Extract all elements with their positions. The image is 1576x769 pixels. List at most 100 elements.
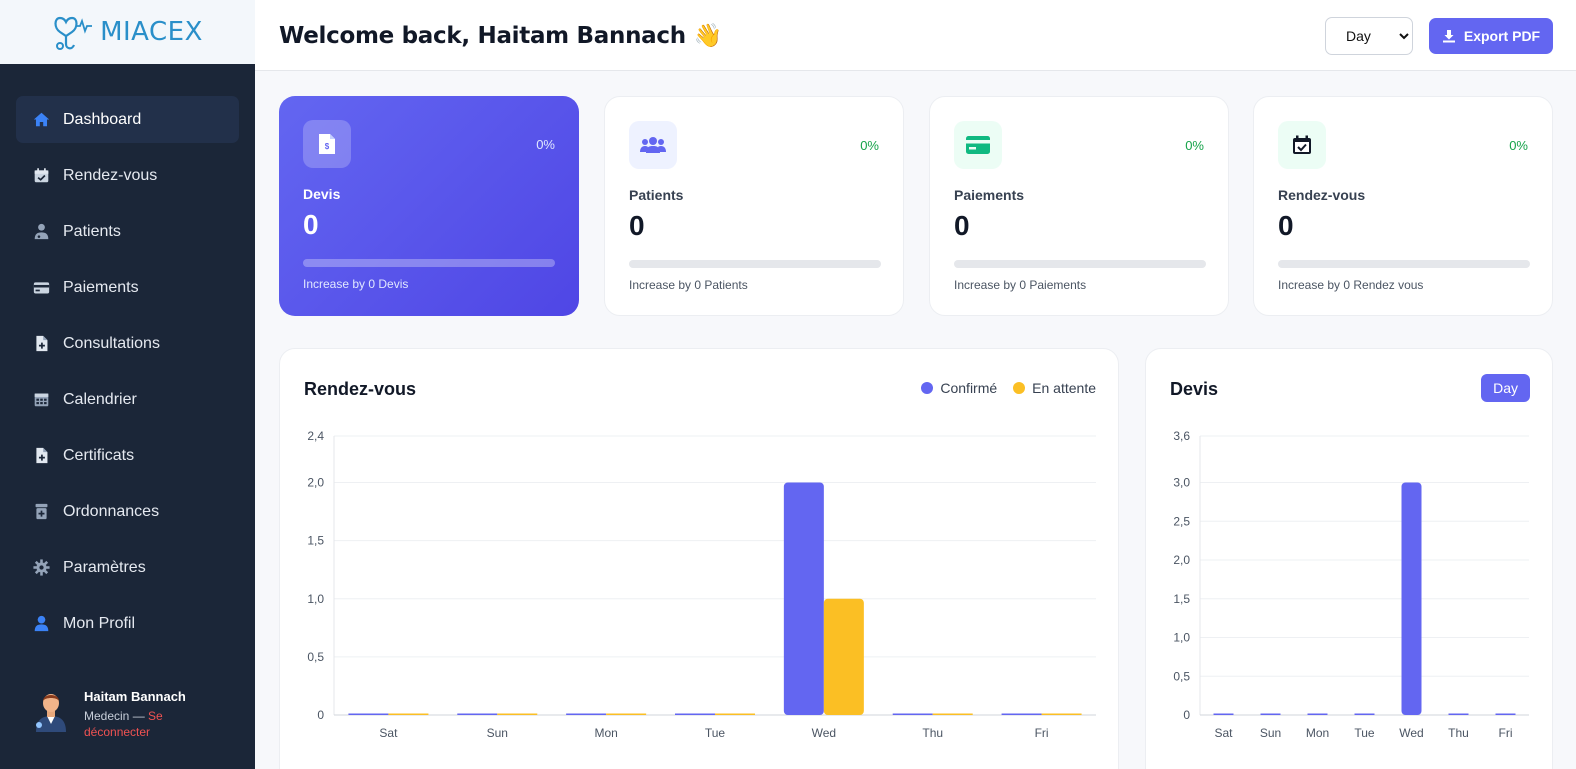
sidebar-item-paiements[interactable]: Paiements: [16, 264, 239, 311]
logout-link[interactable]: Se déconnecter: [84, 709, 163, 739]
legend-label: En attente: [1032, 380, 1096, 396]
stat-value: 0: [629, 210, 645, 241]
bar-sun: [497, 713, 538, 715]
stat-card-paiements: 0% Paiements 0 Increase by 0 Paiements: [929, 96, 1229, 316]
bar-thu: [892, 713, 933, 715]
x-tick-label: Sat: [1214, 726, 1233, 740]
legend-item-confirme[interactable]: Confirmé: [921, 380, 997, 396]
export-pdf-button[interactable]: Export PDF: [1429, 18, 1553, 54]
y-tick-label: 0: [317, 708, 324, 722]
bar-mon: [606, 713, 647, 715]
export-label: Export PDF: [1463, 28, 1541, 44]
rendez-vous-chart-panel: Rendez-vous Confirmé En attente 0 0,5 1,0 1…: [279, 348, 1119, 769]
devis-bar-chart: 0 0,5 1,0 1,5 2,0 2,5 3,0 3,6 Sat Sun Mon Tue Wed Thu…: [1173, 429, 1529, 740]
stat-card-rendez-vous: 0% Rendez-vous 0 Increase by 0 Rendez vo…: [1253, 96, 1553, 316]
sidebar-item-label: Calendrier: [63, 390, 137, 408]
devis-chart-panel: Devis Day 0 0,5 1,0 1,5 2,0 2,5 3,0 3,6 Sat Sun Mo…: [1145, 348, 1553, 769]
chart-title: Rendez-vous: [304, 379, 417, 399]
stat-progress: [954, 260, 1206, 268]
y-tick-label: 2,0: [1173, 553, 1190, 567]
stat-card-devis: $ 0% Devis 0 Increase by 0 Devis: [279, 96, 579, 316]
bar-fri: [1495, 713, 1516, 715]
sidebar-item-patients[interactable]: Patients: [16, 208, 239, 255]
sidebar-item-ordonnances[interactable]: Ordonnances: [16, 488, 239, 535]
x-tick-label: Sun: [487, 726, 508, 740]
bar-wed: [823, 598, 864, 715]
period-select[interactable]: Day: [1325, 17, 1413, 55]
sidebar-item-mon-profil[interactable]: Mon Profil: [16, 600, 239, 647]
bar-sat: [388, 713, 429, 715]
stat-value: 0: [303, 209, 319, 240]
bar-sun: [1260, 713, 1281, 715]
devis-period-button[interactable]: Day: [1481, 374, 1530, 402]
bar-sat: [348, 713, 389, 715]
user-name: Haitam Bannach: [84, 689, 186, 704]
stat-label: Paiements: [954, 187, 1025, 203]
bar-thu: [1448, 713, 1469, 715]
user-role-text: Medecin —: [84, 709, 149, 723]
users-icon: [629, 121, 677, 169]
sidebar-item-label: Paiements: [63, 278, 139, 296]
user-role: Medecin — Se déconnecter: [84, 708, 194, 740]
stat-label: Patients: [629, 187, 684, 203]
stethoscope-logo-icon: [54, 16, 93, 50]
bar-tue: [1354, 713, 1375, 715]
sidebar-item-label: Rendez-vous: [63, 166, 158, 184]
rendez-vous-bar-chart: 0 0,5 1,0 1,5 2,0 2,4 Sat Sun Mon Tue Wed Thu Fri: [307, 429, 1096, 740]
x-tick-label: Wed: [1399, 726, 1423, 740]
logo[interactable]: MIACEX: [0, 0, 255, 64]
sidebar-item-label: Dashboard: [63, 110, 142, 128]
sidebar-item-label: Mon Profil: [63, 614, 136, 632]
sidebar-item-rendez-vous[interactable]: Rendez-vous: [16, 152, 239, 199]
sidebar-item-parametres[interactable]: Paramètres: [16, 544, 239, 591]
stat-progress: [629, 260, 881, 268]
sidebar-item-consultations[interactable]: Consultations: [16, 320, 239, 367]
legend-dot: [921, 382, 934, 394]
bar-sun: [457, 713, 498, 715]
avatar: [36, 694, 66, 732]
sidebar-item-calendrier[interactable]: Calendrier: [16, 376, 239, 423]
calendar-grid-icon: [32, 391, 50, 409]
x-tick-label: Sun: [1260, 726, 1281, 740]
x-tick-label: Thu: [922, 726, 943, 740]
bar-fri: [1041, 713, 1082, 715]
y-tick-label: 0,5: [1173, 669, 1190, 683]
stat-footer: Increase by 0 Patients: [629, 278, 748, 292]
bar-thu: [932, 713, 973, 715]
stat-card-patients: 0% Patients 0 Increase by 0 Patients: [604, 96, 904, 316]
bar-wed: [783, 482, 824, 715]
y-tick-label: 0,5: [307, 650, 324, 664]
sidebar-item-certificats[interactable]: Certificats: [16, 432, 239, 479]
chart-legend: Confirmé En attente: [921, 380, 1096, 396]
credit-card-icon: [954, 121, 1002, 169]
x-tick-label: Tue: [705, 726, 726, 740]
file-plus-icon: [32, 447, 50, 465]
chart-title: Devis: [1170, 379, 1219, 399]
y-tick-label: 2,5: [1173, 514, 1190, 528]
sidebar-item-label: Patients: [63, 222, 121, 240]
stat-footer: Increase by 0 Paiements: [954, 278, 1087, 292]
prescription-icon: [32, 503, 50, 521]
doctor-icon: [32, 223, 50, 241]
y-tick-label: 2,0: [307, 476, 324, 490]
calendar-check-icon: [32, 167, 50, 185]
x-tick-label: Sat: [379, 726, 398, 740]
sidebar-item-dashboard[interactable]: Dashboard: [16, 96, 239, 143]
sidebar-item-label: Ordonnances: [63, 502, 160, 520]
sidebar: MIACEX Dashboard Rendez-vous Patients Pa…: [0, 0, 255, 769]
gear-icon: [32, 559, 50, 577]
top-header: Welcome back, Haitam Bannach 👋 Day Expor…: [255, 0, 1576, 71]
stat-percent: 0%: [1509, 138, 1528, 153]
file-plus-icon: [32, 335, 50, 353]
x-tick-label: Wed: [812, 726, 836, 740]
sidebar-item-label: Consultations: [63, 334, 160, 352]
bar-tue: [715, 713, 755, 715]
bar-sat: [1213, 713, 1234, 715]
sidebar-item-label: Certificats: [63, 446, 135, 464]
stat-percent: 0%: [536, 137, 555, 152]
page-title: Welcome back, Haitam Bannach 👋: [279, 23, 722, 49]
stat-progress: [1278, 260, 1530, 268]
bar-mon: [566, 713, 607, 715]
invoice-icon: $: [303, 120, 351, 168]
legend-item-en-attente[interactable]: En attente: [1013, 380, 1096, 396]
